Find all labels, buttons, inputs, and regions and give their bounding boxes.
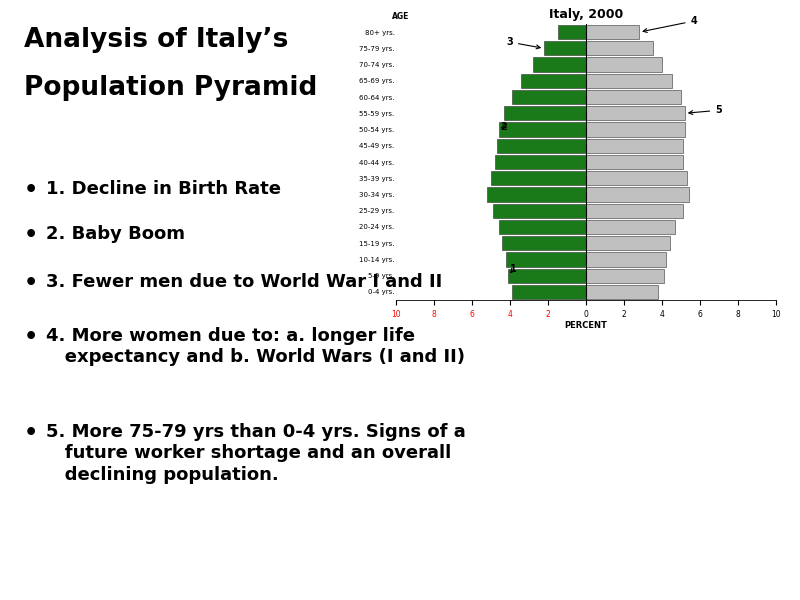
Bar — [586, 269, 664, 283]
Bar — [586, 139, 683, 153]
Bar — [586, 203, 683, 218]
Bar — [586, 220, 675, 234]
Bar — [586, 285, 658, 299]
Text: •: • — [24, 423, 38, 443]
Bar — [522, 74, 586, 88]
Text: Population Pyramid: Population Pyramid — [24, 75, 318, 101]
Bar — [487, 187, 586, 202]
Text: 5: 5 — [689, 105, 722, 115]
Bar — [586, 41, 653, 55]
Bar — [494, 155, 586, 169]
Text: •: • — [24, 225, 38, 245]
Bar — [498, 220, 586, 234]
Text: •: • — [24, 327, 38, 347]
Bar — [502, 236, 586, 250]
Bar — [508, 269, 586, 283]
Bar — [506, 252, 586, 266]
Text: Analysis of Italy’s: Analysis of Italy’s — [24, 27, 288, 53]
Bar — [544, 41, 586, 55]
Bar — [493, 203, 586, 218]
Bar — [586, 25, 639, 39]
Title: Italy, 2000: Italy, 2000 — [549, 8, 623, 22]
Text: 4: 4 — [643, 16, 698, 32]
Bar — [586, 171, 686, 185]
Bar — [586, 106, 685, 121]
Bar — [512, 90, 586, 104]
Text: 1. Decline in Birth Rate: 1. Decline in Birth Rate — [46, 180, 282, 198]
Bar — [586, 155, 683, 169]
Bar — [586, 252, 666, 266]
Bar — [533, 58, 586, 72]
Bar — [512, 285, 586, 299]
Bar — [586, 58, 662, 72]
Text: •: • — [24, 180, 38, 200]
Text: 3. Fewer men due to World War I and II: 3. Fewer men due to World War I and II — [46, 273, 442, 291]
Bar — [558, 25, 586, 39]
Text: AGE: AGE — [392, 12, 410, 21]
Bar — [498, 122, 586, 137]
Bar — [586, 236, 670, 250]
Bar — [586, 74, 671, 88]
Bar — [586, 90, 681, 104]
Text: 2: 2 — [501, 122, 507, 131]
Text: 2. Baby Boom: 2. Baby Boom — [46, 225, 186, 243]
Text: •: • — [24, 273, 38, 293]
Bar — [586, 122, 685, 137]
Text: 3: 3 — [506, 37, 540, 49]
X-axis label: PERCENT: PERCENT — [565, 322, 607, 331]
Text: 5. More 75-79 yrs than 0-4 yrs. Signs of a
   future worker shortage and an over: 5. More 75-79 yrs than 0-4 yrs. Signs of… — [46, 423, 466, 484]
Bar — [497, 139, 586, 153]
Bar — [586, 187, 689, 202]
Text: 1: 1 — [510, 265, 517, 274]
Bar — [491, 171, 586, 185]
Bar — [504, 106, 586, 121]
Text: 4. More women due to: a. longer life
   expectancy and b. World Wars (I and II): 4. More women due to: a. longer life exp… — [46, 327, 466, 367]
